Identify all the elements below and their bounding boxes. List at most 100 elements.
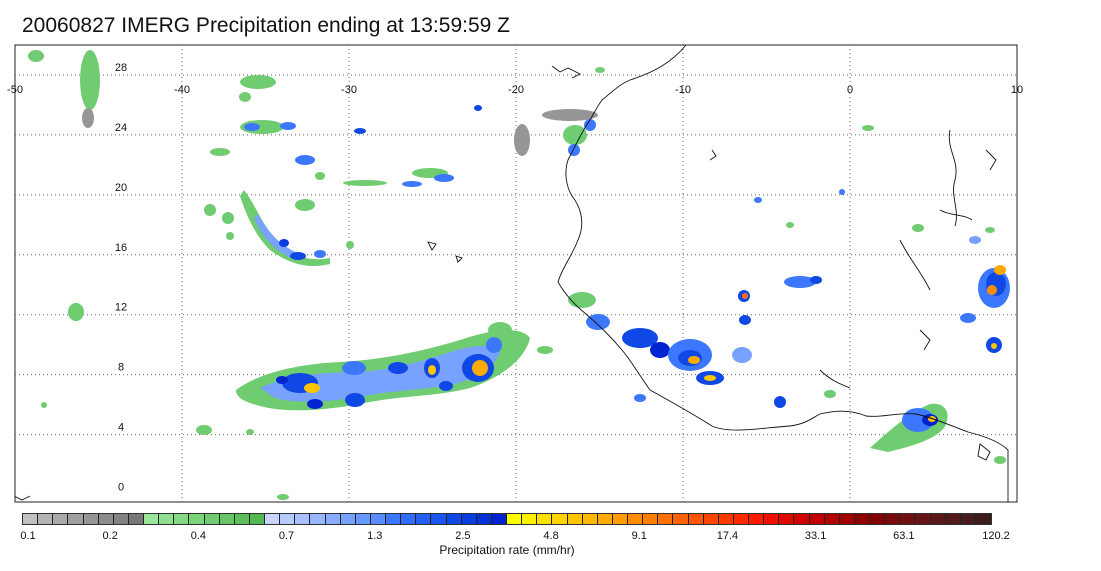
- colorbar-swatch: [128, 514, 144, 524]
- colorbar-swatch: [764, 514, 780, 524]
- colorbar-swatch: [370, 514, 386, 524]
- colorbar-swatch: [870, 514, 886, 524]
- colorbar-swatch: [68, 514, 84, 524]
- colorbar-swatch: [975, 514, 991, 524]
- rain-cell: [28, 50, 289, 500]
- colorbar-swatch: [794, 514, 810, 524]
- colorbar-swatch: [885, 514, 901, 524]
- colorbar-label: Precipitation rate (mm/hr): [439, 543, 575, 557]
- colorbar-swatch: [219, 514, 235, 524]
- precipitation-field: [28, 50, 1010, 500]
- colorbar-swatch: [461, 514, 477, 524]
- colorbar-tick-label: 1.3: [367, 530, 383, 542]
- latitude-label: 28: [115, 62, 127, 74]
- colorbar-swatch: [628, 514, 644, 524]
- latitude-label: 4: [118, 422, 124, 434]
- colorbar-swatch: [159, 514, 175, 524]
- longitude-label: -10: [675, 84, 691, 96]
- colorbar-swatch: [310, 514, 326, 524]
- colorbar-swatch: [355, 514, 371, 524]
- longitude-label: -20: [508, 84, 524, 96]
- colorbar-swatch: [688, 514, 704, 524]
- colorbar-swatch: [23, 514, 39, 524]
- colorbar-swatch: [416, 514, 432, 524]
- colorbar-tick-label: 4.8: [543, 530, 559, 542]
- rain-cell: [204, 75, 454, 249]
- colorbar-swatch: [749, 514, 765, 524]
- colorbar-swatch: [900, 514, 916, 524]
- precipitation-map: -50 -40 -30 -20 -10 0 10 28 24 20 16 12 8 4 0: [7, 44, 1023, 503]
- latitude-label: 24: [115, 122, 127, 134]
- rain-band: [196, 322, 553, 435]
- colorbar-tick-label: 0.2: [102, 530, 118, 542]
- colorbar-swatch: [945, 514, 961, 524]
- longitude-label: -50: [7, 84, 23, 96]
- colorbar-tick-label: 120.2: [982, 530, 1010, 542]
- colorbar-tick-label: 33.1: [804, 530, 827, 542]
- colorbar-swatch: [174, 514, 190, 524]
- colorbar-swatch: [567, 514, 583, 524]
- colorbar-swatch: [234, 514, 250, 524]
- latitude-label: 8: [118, 362, 124, 374]
- colorbar-swatch: [144, 514, 160, 524]
- colorbar-swatch: [854, 514, 870, 524]
- colorbar-swatch: [189, 514, 205, 524]
- colorbar-swatch: [401, 514, 417, 524]
- colorbar-tick-label: 17.4: [716, 530, 739, 542]
- colorbar-swatch: [249, 514, 265, 524]
- longitude-label: 0: [847, 84, 853, 96]
- colorbar-swatch: [522, 514, 538, 524]
- colorbar-swatch: [703, 514, 719, 524]
- colorbar-swatch: [507, 514, 523, 524]
- map-title: 20060827 IMERG Precipitation ending at 1…: [22, 14, 510, 37]
- colorbar-swatch: [113, 514, 129, 524]
- colorbar-swatch: [386, 514, 402, 524]
- colorbar-swatch: [325, 514, 341, 524]
- longitude-label: -40: [174, 84, 190, 96]
- longitude-label: -30: [341, 84, 357, 96]
- rain-cell: [474, 67, 874, 408]
- latitude-label: 0: [118, 482, 124, 494]
- colorbar-swatch: [839, 514, 855, 524]
- colorbar-swatch: [446, 514, 462, 524]
- latitude-labels: 28 24 20 16 12 8 4 0: [115, 62, 127, 494]
- longitude-label: 10: [1011, 84, 1023, 96]
- latitude-label: 16: [115, 242, 127, 254]
- colorbar-swatch: [612, 514, 628, 524]
- colorbar-swatch: [552, 514, 568, 524]
- colorbar-swatch: [733, 514, 749, 524]
- colorbar-tick-label: 0.4: [190, 530, 207, 542]
- latitude-label: 12: [115, 302, 127, 314]
- colorbar-swatch: [537, 514, 553, 524]
- colorbar-swatch: [340, 514, 356, 524]
- colorbar: [22, 513, 992, 525]
- colorbar-swatch: [295, 514, 311, 524]
- colorbar-swatch: [491, 514, 507, 524]
- colorbar-tick-label: 9.1: [631, 530, 647, 542]
- colorbar-swatch: [718, 514, 734, 524]
- colorbar-swatch: [643, 514, 659, 524]
- colorbar-tick-label: 0.7: [278, 530, 295, 542]
- colorbar-swatch: [265, 514, 281, 524]
- colorbar-swatch: [673, 514, 689, 524]
- colorbar-swatch: [582, 514, 598, 524]
- colorbar-swatch: [98, 514, 114, 524]
- colorbar-swatch: [960, 514, 976, 524]
- colorbar-swatch: [824, 514, 840, 524]
- colorbar-swatch: [83, 514, 99, 524]
- colorbar-swatch: [431, 514, 447, 524]
- colorbar-tick-label: 2.5: [455, 530, 471, 542]
- colorbar-swatch: [779, 514, 795, 524]
- colorbar-swatch: [809, 514, 825, 524]
- colorbar-swatch: [597, 514, 613, 524]
- colorbar-swatch: [280, 514, 296, 524]
- coastline: [15, 45, 1009, 502]
- colorbar-swatch: [53, 514, 69, 524]
- colorbar-swatch: [915, 514, 931, 524]
- colorbar-tick-label: 0.1: [20, 530, 36, 542]
- rain-band: [240, 190, 330, 267]
- colorbar-swatch: [38, 514, 54, 524]
- colorbar-swatch: [658, 514, 674, 524]
- colorbar-tick-label: 63.1: [893, 530, 915, 542]
- rain-cell: [870, 224, 1010, 464]
